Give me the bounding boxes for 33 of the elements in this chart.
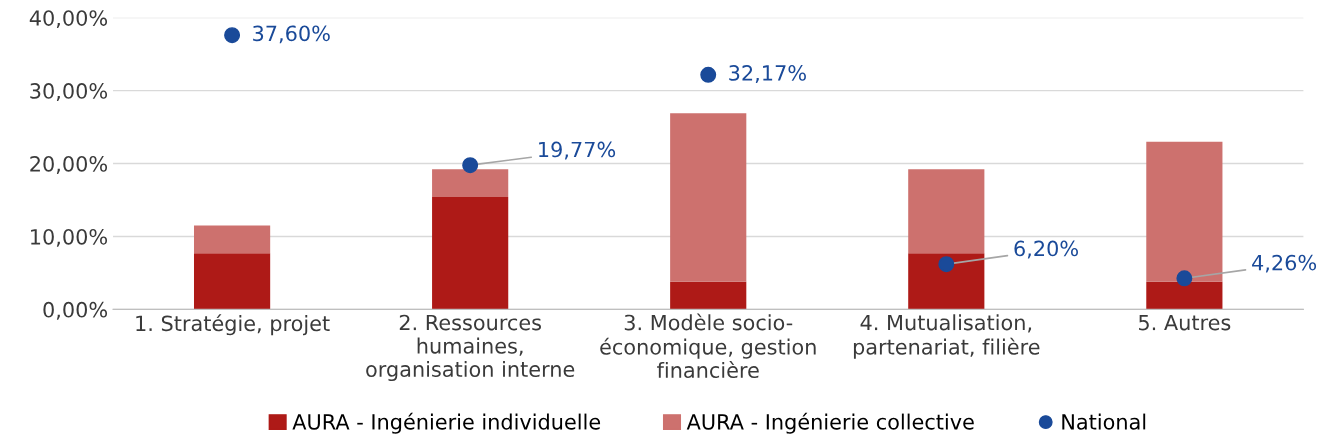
bar [1146,141,1223,282]
bar [432,197,509,310]
x-tick-label: 2. Ressources humaines, organisation interne [366,314,575,382]
y-tick-label: 0,00% [43,301,108,320]
x-tick-label: 1. Stratégie, projet [136,314,330,336]
bar [908,253,985,310]
bar [908,169,985,254]
point [938,256,955,273]
data-label: 37,60% [253,25,330,44]
bar [193,253,271,310]
bar [1146,281,1223,310]
x-tick-label: 4. Mutualisation, partenariat, filière [853,314,1040,359]
x-tick-label: 3. Modèle socio- économique, gestion financière [600,313,816,379]
data-label: 32,17% [729,65,806,83]
bar [670,113,747,282]
bar [193,225,271,254]
data-label: 19,77% [539,141,616,160]
y-tick-label: 40,00% [29,10,108,29]
data-label: 6,20% [1014,240,1078,259]
y-tick-label: 10,00% [31,228,108,247]
point [700,66,717,83]
point [1176,270,1193,287]
legend-label: AURA - Ingénierie collective [686,412,974,434]
y-tick-label: 20,00% [30,155,108,174]
x-tick-label: 5. Autres [1139,314,1231,331]
point [462,157,479,174]
legend-label: AURA - Ingénierie individuelle [292,412,601,434]
bar [432,169,509,198]
data-label: 4,26% [1252,254,1317,273]
y-tick-label: 30,00% [30,83,108,101]
legend-label: National [1062,413,1146,430]
point [224,27,241,44]
bar [670,281,747,310]
